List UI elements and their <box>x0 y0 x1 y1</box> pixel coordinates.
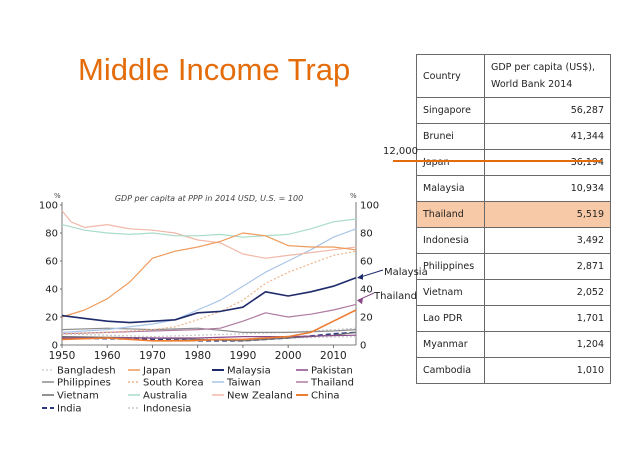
y-tick-label-left: 0 <box>52 341 58 352</box>
gdp-value-cell: 1,204 <box>484 331 611 358</box>
thailand-arrowhead <box>357 298 363 305</box>
country-cell: Malaysia <box>416 175 485 202</box>
series-line-south-korea <box>61 250 357 335</box>
table-row: Thailand 5,519 <box>416 201 611 228</box>
gdp-value-cell: 1,701 <box>484 305 611 332</box>
header-country: Country <box>416 54 485 98</box>
legend-label: New Zealand <box>227 391 293 402</box>
gdp-value-cell: 41,344 <box>484 123 611 150</box>
x-tick-label: 1960 <box>94 350 121 362</box>
malaysia-callout: Malaysia <box>384 267 428 278</box>
gdp-value-cell: 36,194 <box>484 149 611 176</box>
gdp-table: Country GDP per capita (US$), World Bank… <box>416 54 611 384</box>
y-tick-label-right: 0 <box>360 341 366 352</box>
country-cell: Vietnam <box>416 279 485 306</box>
gdp-value-cell: 2,871 <box>484 253 611 280</box>
x-tick-label: 1970 <box>139 350 166 362</box>
y-tick-label-right: 80 <box>360 229 373 240</box>
gdp-value-cell: 3,492 <box>484 227 611 254</box>
gdp-value-cell: 1,010 <box>484 357 611 384</box>
legend-label: Pakistan <box>311 366 353 377</box>
series-line-pakistan <box>62 334 357 339</box>
country-cell: Singapore <box>416 97 485 124</box>
thailand-callout: Thailand <box>374 291 417 302</box>
gdp-value-cell: 2,052 <box>484 279 611 306</box>
country-cell: Myanmar <box>416 331 485 358</box>
gdp-value-cell: 5,519 <box>484 201 611 228</box>
y-tick-label-right: 100 <box>360 201 379 212</box>
table-row: Lao PDR 1,701 <box>416 305 611 332</box>
y-tick-label-left: 20 <box>45 313 58 324</box>
series-line-taiwan <box>61 228 357 333</box>
series-line-new-zealand <box>61 210 357 259</box>
table-row: Philippines 2,871 <box>416 253 611 280</box>
table-header-row: Country GDP per capita (US$), World Bank… <box>416 54 611 98</box>
y-tick-label-left: 40 <box>45 285 58 296</box>
y-tick-label-left: 60 <box>45 257 58 268</box>
legend-label: Thailand <box>310 378 354 389</box>
x-tick-label: 1950 <box>49 350 76 362</box>
x-tick-label: 2000 <box>275 350 302 362</box>
series-line-china <box>61 309 357 342</box>
x-tick-label: 1990 <box>230 350 257 362</box>
series-line-indonesia <box>61 327 357 338</box>
table-row: Brunei 41,344 <box>416 123 611 150</box>
legend-label: South Korea <box>143 378 204 389</box>
y-unit-right: % <box>350 192 357 200</box>
series-line-thailand <box>61 303 357 335</box>
table-row: Cambodia 1,010 <box>416 357 611 384</box>
series-line-malaysia <box>61 277 357 324</box>
table-row: Japan 36,194 <box>416 149 611 176</box>
malaysia-arrowhead <box>357 273 363 280</box>
legend-label: Indonesia <box>143 404 191 415</box>
gdp-value-cell: 10,934 <box>484 175 611 202</box>
y-unit-left: % <box>54 192 61 200</box>
chart-title: GDP per capita at PPP in 2014 USD, U.S. … <box>115 194 303 203</box>
series-line-japan <box>61 232 357 318</box>
country-cell: Cambodia <box>416 357 485 384</box>
x-tick-label: 2010 <box>320 350 347 362</box>
header-gdp: GDP per capita (US$), World Bank 2014 <box>484 54 611 98</box>
table-row: Vietnam 2,052 <box>416 279 611 306</box>
x-tick-label: 1980 <box>184 350 211 362</box>
legend-label: Vietnam <box>57 391 99 402</box>
legend-label: Malaysia <box>227 366 271 377</box>
table-row: Indonesia 3,492 <box>416 227 611 254</box>
country-cell: Indonesia <box>416 227 485 254</box>
y-tick-label-right: 20 <box>360 313 373 324</box>
legend-label: Taiwan <box>226 378 261 389</box>
legend-label: Philippines <box>57 378 111 389</box>
y-tick-label-left: 100 <box>39 201 58 212</box>
country-cell: Thailand <box>416 201 485 228</box>
table-row: Singapore 56,287 <box>416 97 611 124</box>
y-tick-label-right: 60 <box>360 257 373 268</box>
threshold-line <box>393 160 602 162</box>
table-row: Myanmar 1,204 <box>416 331 611 358</box>
threshold-label: 12,000 <box>383 146 418 157</box>
legend-label: Japan <box>142 366 171 377</box>
slide-title: Middle Income Trap <box>78 52 351 87</box>
country-cell: Japan <box>416 149 485 176</box>
gdp-value-cell: 56,287 <box>484 97 611 124</box>
y-tick-label-left: 80 <box>45 229 58 240</box>
country-cell: Brunei <box>416 123 485 150</box>
legend-label: Bangladesh <box>57 366 116 377</box>
legend-label: Australia <box>143 391 187 402</box>
table-row: Malaysia 10,934 <box>416 175 611 202</box>
series-line-australia <box>61 218 357 238</box>
legend-label: China <box>311 391 340 402</box>
country-cell: Lao PDR <box>416 305 485 332</box>
legend-label: India <box>57 404 82 415</box>
y-tick-label-right: 40 <box>360 285 373 296</box>
